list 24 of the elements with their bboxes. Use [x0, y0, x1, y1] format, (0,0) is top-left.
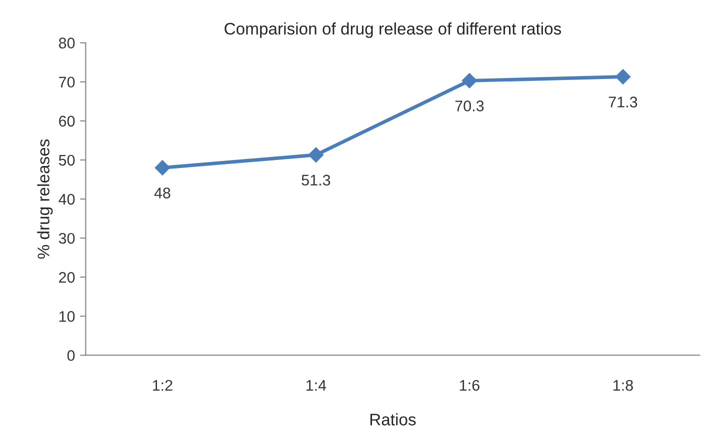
x-tick-label: 1:6 — [460, 380, 480, 391]
y-tick-label: 10 — [59, 311, 75, 322]
y-tick-label: 70 — [59, 76, 75, 88]
data-label: 70.3 — [455, 100, 484, 112]
y-tick-label: 20 — [59, 272, 75, 283]
y-tick-label: 0 — [67, 350, 75, 361]
x-tick-label: 1:8 — [614, 380, 633, 391]
y-axis-title: % drug releases — [37, 139, 53, 259]
y-tick-label: 60 — [59, 116, 75, 127]
y-tick-label: 30 — [58, 232, 75, 244]
data-label: 48 — [154, 188, 170, 198]
x-tick-label: 1:2 — [152, 380, 172, 391]
x-tick-label: 1:4 — [306, 380, 326, 391]
data-label: 71.3 — [608, 96, 638, 108]
point — [615, 69, 631, 84]
point — [154, 160, 170, 176]
y-tick-label: 80 — [58, 38, 75, 48]
x-axis-title: Ratios — [370, 413, 416, 426]
data-label: 51.3 — [302, 174, 330, 186]
point — [308, 147, 324, 162]
chart-title: Comparision of drug release of different ratios — [224, 22, 562, 38]
y-tick-label: 50 — [58, 154, 75, 166]
y-tick-label: 40 — [58, 194, 75, 205]
point — [462, 73, 478, 88]
